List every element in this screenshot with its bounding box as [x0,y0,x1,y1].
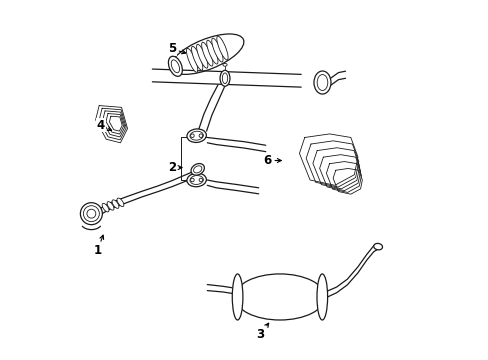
Text: 4: 4 [97,118,111,131]
Ellipse shape [189,131,203,140]
Ellipse shape [189,176,203,184]
Ellipse shape [199,178,202,182]
Ellipse shape [316,274,327,320]
Ellipse shape [190,178,194,182]
Text: 5: 5 [167,42,185,55]
Ellipse shape [313,71,330,94]
Text: 3: 3 [256,323,268,341]
Ellipse shape [232,274,243,320]
Ellipse shape [186,129,206,143]
Ellipse shape [107,202,114,210]
Ellipse shape [216,36,227,60]
Ellipse shape [171,60,179,73]
Ellipse shape [170,34,244,75]
Ellipse shape [191,46,203,70]
Ellipse shape [196,44,207,68]
Ellipse shape [199,134,202,138]
Text: 6: 6 [263,154,281,167]
Ellipse shape [102,203,109,212]
Ellipse shape [190,134,194,138]
Ellipse shape [211,38,223,62]
Ellipse shape [206,40,218,64]
Ellipse shape [191,163,204,175]
Ellipse shape [186,48,197,72]
Ellipse shape [201,42,212,66]
Ellipse shape [193,166,202,173]
Ellipse shape [168,56,182,76]
Ellipse shape [112,200,119,208]
Ellipse shape [87,209,96,218]
Ellipse shape [186,173,206,187]
Text: 2: 2 [167,161,182,174]
Ellipse shape [83,206,99,222]
Ellipse shape [222,73,227,84]
Ellipse shape [223,63,226,66]
Ellipse shape [373,243,382,250]
Text: 1: 1 [93,235,103,257]
Ellipse shape [80,203,102,225]
Ellipse shape [117,198,123,207]
Ellipse shape [220,70,229,86]
Ellipse shape [317,75,327,90]
Ellipse shape [234,274,325,320]
